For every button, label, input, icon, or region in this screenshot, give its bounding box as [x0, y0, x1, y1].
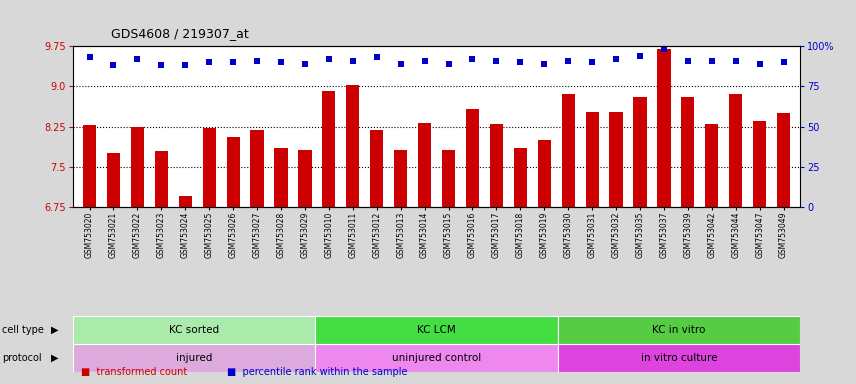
Bar [315, 316, 558, 344]
Point [418, 58, 431, 64]
Bar [681, 97, 694, 207]
Point [633, 53, 647, 59]
Point [609, 56, 623, 62]
Bar [322, 91, 336, 207]
Point [130, 56, 144, 62]
Bar [753, 121, 766, 207]
Bar [73, 344, 315, 372]
Text: injured: injured [175, 353, 212, 363]
Bar [394, 150, 407, 207]
Point [514, 59, 527, 65]
Point [752, 61, 766, 67]
Point [729, 58, 743, 64]
Point [490, 58, 503, 64]
Point [562, 58, 575, 64]
Text: ▶: ▶ [51, 353, 59, 363]
Point [466, 56, 479, 62]
Bar [657, 49, 670, 207]
Point [705, 58, 719, 64]
Text: ■  percentile rank within the sample: ■ percentile rank within the sample [227, 367, 407, 377]
Point [154, 62, 168, 68]
Text: cell type: cell type [2, 325, 44, 335]
Bar [315, 344, 558, 372]
Point [442, 61, 455, 67]
Point [322, 56, 336, 62]
Point [107, 62, 121, 68]
Bar [609, 112, 622, 207]
Point [202, 59, 216, 65]
Text: KC sorted: KC sorted [169, 325, 219, 335]
Bar [558, 344, 800, 372]
Point [370, 54, 383, 60]
Bar [73, 316, 315, 344]
Bar [442, 150, 455, 207]
Bar [179, 196, 192, 207]
Bar [558, 316, 800, 344]
Point [178, 62, 192, 68]
Bar [777, 113, 790, 207]
Point [776, 59, 790, 65]
Bar [299, 150, 312, 207]
Point [657, 46, 671, 52]
Bar [418, 123, 431, 207]
Bar [586, 112, 598, 207]
Point [586, 59, 599, 65]
Bar [490, 124, 503, 207]
Point [298, 61, 312, 67]
Bar [538, 140, 551, 207]
Point [250, 58, 264, 64]
Text: ▶: ▶ [51, 325, 59, 335]
Bar [131, 127, 144, 207]
Text: GDS4608 / 219307_at: GDS4608 / 219307_at [111, 27, 249, 40]
Point [681, 58, 695, 64]
Bar [107, 153, 120, 207]
Bar [729, 94, 742, 207]
Bar [514, 148, 527, 207]
Point [226, 59, 240, 65]
Point [83, 54, 97, 60]
Bar [562, 94, 574, 207]
Point [346, 58, 360, 64]
Bar [633, 97, 646, 207]
Bar [203, 128, 216, 207]
Text: in vitro culture: in vitro culture [641, 353, 717, 363]
Bar [370, 131, 383, 207]
Text: ■  transformed count: ■ transformed count [81, 367, 187, 377]
Text: uninjured control: uninjured control [392, 353, 481, 363]
Text: KC LCM: KC LCM [417, 325, 456, 335]
Bar [705, 124, 718, 207]
Point [274, 59, 288, 65]
Bar [83, 125, 96, 207]
Text: KC in vitro: KC in vitro [652, 325, 706, 335]
Bar [227, 137, 240, 207]
Bar [466, 109, 479, 207]
Bar [275, 148, 288, 207]
Text: protocol: protocol [2, 353, 41, 363]
Bar [155, 151, 168, 207]
Point [394, 61, 407, 67]
Bar [346, 85, 360, 207]
Bar [251, 131, 264, 207]
Point [538, 61, 551, 67]
